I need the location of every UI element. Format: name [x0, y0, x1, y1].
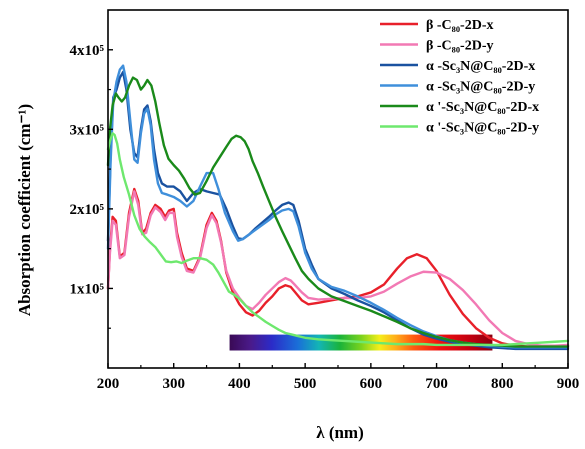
x-tick-label: 700	[425, 376, 448, 392]
series-line-5	[108, 78, 568, 347]
series-line-2	[108, 191, 568, 345]
y-tick-label: 1x10⁵	[70, 281, 105, 297]
legend-label: α -Sc₃N@C₈₀-2D-x	[426, 59, 535, 74]
legend-label: β -C₈₀-2D-x	[426, 18, 493, 33]
x-tick-label: 500	[294, 376, 317, 392]
legend-label: α '-Sc₃N@C₈₀-2D-y	[426, 121, 539, 136]
legend: β -C₈₀-2D-x β -C₈₀-2D-y α -Sc₃N@C₈₀-2D-x α …	[380, 18, 539, 136]
x-tick-label: 300	[162, 376, 185, 392]
series-line-1	[108, 189, 568, 347]
legend-label: β -C₈₀-2D-y	[426, 39, 493, 54]
legend-label: α -Sc₃N@C₈₀-2D-y	[426, 80, 535, 95]
y-axis-title: Absorption coefficient (cm⁻¹)	[15, 104, 34, 316]
y-tick-label: 3x10⁵	[70, 122, 105, 138]
x-tick-label: 400	[228, 376, 251, 392]
y-axis: 1x10⁵ 2x10⁵ 3x10⁵ 4x10⁵	[70, 43, 114, 328]
x-tick-label: 800	[491, 376, 514, 392]
legend-label: α '-Sc₃N@C₈₀-2D-x	[426, 100, 539, 115]
y-tick-label: 2x10⁵	[70, 202, 105, 218]
x-tick-label: 900	[557, 376, 580, 392]
x-tick-label: 600	[360, 376, 383, 392]
x-tick-label: 200	[97, 376, 120, 392]
y-tick-label: 4x10⁵	[70, 43, 105, 59]
x-axis-title: λ (nm)	[316, 423, 364, 442]
